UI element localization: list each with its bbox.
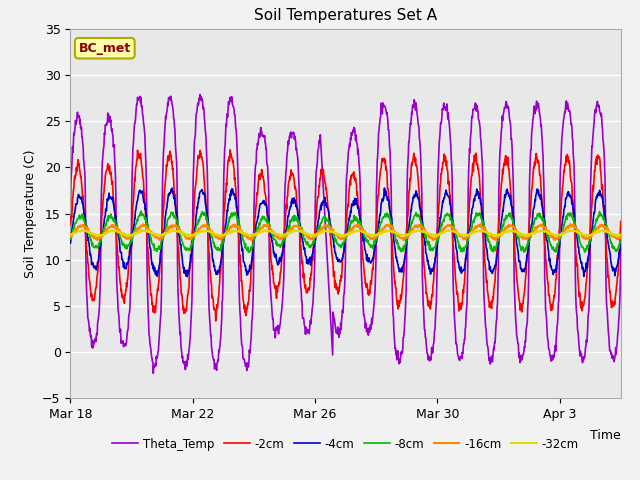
-4cm: [103, 199, 111, 205]
-8cm: [617, 239, 625, 244]
-16cm: [452, 228, 460, 233]
-4cm: [452, 246, 460, 252]
Theta_Temp: [452, 341, 460, 347]
-16cm: [579, 234, 587, 240]
-2cm: [212, 318, 220, 324]
Title: Soil Temperatures Set A: Soil Temperatures Set A: [254, 9, 437, 24]
-16cm: [477, 221, 484, 227]
Line: -8cm: -8cm: [70, 211, 621, 252]
-4cm: [184, 274, 191, 279]
Line: -16cm: -16cm: [70, 224, 621, 240]
-8cm: [381, 211, 389, 216]
-32cm: [452, 229, 460, 235]
-32cm: [104, 229, 111, 235]
-32cm: [186, 233, 194, 239]
-4cm: [381, 185, 388, 191]
-2cm: [103, 167, 111, 172]
-8cm: [481, 224, 488, 230]
-2cm: [481, 259, 488, 264]
-16cm: [400, 238, 408, 243]
-16cm: [103, 227, 111, 232]
-16cm: [381, 224, 388, 229]
-8cm: [579, 244, 587, 250]
-32cm: [381, 228, 389, 234]
Theta_Temp: [67, 232, 74, 238]
-4cm: [617, 241, 625, 247]
Text: Time: Time: [590, 429, 621, 442]
Line: Theta_Temp: Theta_Temp: [70, 95, 621, 373]
Y-axis label: Soil Temperature (C): Soil Temperature (C): [24, 149, 36, 278]
-16cm: [481, 226, 488, 232]
-16cm: [102, 227, 109, 233]
-8cm: [102, 221, 109, 227]
-4cm: [67, 240, 74, 246]
-2cm: [102, 170, 109, 176]
Text: BC_met: BC_met: [79, 42, 131, 55]
Line: -2cm: -2cm: [70, 150, 621, 321]
Theta_Temp: [481, 309, 488, 315]
-8cm: [103, 218, 111, 224]
Theta_Temp: [579, 355, 587, 361]
-16cm: [617, 236, 625, 241]
Theta_Temp: [102, 121, 109, 127]
-4cm: [102, 206, 109, 212]
-32cm: [67, 232, 74, 238]
Theta_Temp: [103, 120, 111, 126]
Theta_Temp: [617, 229, 625, 235]
-32cm: [617, 232, 625, 238]
-4cm: [481, 228, 488, 233]
Theta_Temp: [381, 105, 389, 110]
-32cm: [80, 227, 88, 233]
-8cm: [452, 234, 460, 240]
-2cm: [67, 221, 74, 227]
-16cm: [67, 234, 74, 240]
-32cm: [579, 232, 587, 238]
-32cm: [102, 230, 110, 236]
-8cm: [137, 208, 145, 214]
-4cm: [381, 188, 389, 193]
-2cm: [617, 218, 625, 224]
-8cm: [67, 237, 74, 242]
Theta_Temp: [149, 371, 157, 376]
Legend: Theta_Temp, -2cm, -4cm, -8cm, -16cm, -32cm: Theta_Temp, -2cm, -4cm, -8cm, -16cm, -32…: [108, 433, 584, 456]
Theta_Temp: [196, 92, 204, 97]
Line: -32cm: -32cm: [70, 230, 621, 236]
-2cm: [227, 147, 234, 153]
-2cm: [452, 283, 460, 289]
Line: -4cm: -4cm: [70, 188, 621, 276]
-2cm: [381, 157, 389, 163]
-8cm: [244, 250, 252, 255]
-2cm: [579, 303, 587, 309]
-32cm: [481, 229, 488, 235]
-4cm: [579, 264, 587, 270]
